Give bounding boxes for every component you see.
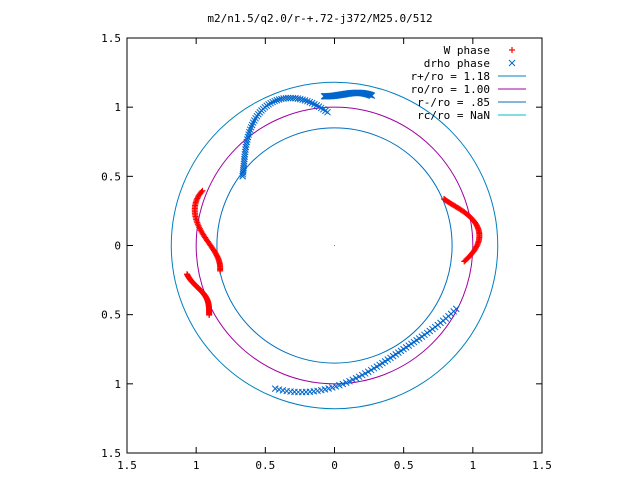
- series-1-point: [273, 96, 281, 104]
- x-tick-label: 0: [331, 459, 338, 472]
- series-1-point: [246, 126, 254, 134]
- series-1-point: [352, 374, 360, 382]
- center-point: [333, 244, 336, 247]
- circle-1: [195, 106, 474, 385]
- x-tick-label: 0.5: [255, 459, 275, 472]
- reference-circles: [170, 81, 499, 410]
- series-1-point: [349, 376, 357, 384]
- series-1-point: [245, 131, 252, 138]
- series-1-point: [271, 97, 279, 105]
- y-tick-label: 0: [114, 240, 121, 253]
- x-tick-label: 1.5: [117, 459, 137, 472]
- legend-label: W phase: [444, 44, 490, 57]
- series-1-point: [322, 92, 330, 100]
- legend-label: ro/ro = 1.00: [411, 83, 490, 96]
- series-1-point: [244, 133, 252, 141]
- series-0-point: [441, 196, 448, 203]
- series-1-point: [277, 95, 285, 103]
- series-1-point: [323, 92, 330, 100]
- series-1-point: [239, 170, 247, 178]
- legend-label: r+/ro = 1.18: [411, 70, 490, 83]
- x-tick-label: 1.5: [532, 459, 552, 472]
- series-1-point: [346, 377, 353, 385]
- y-tick-label: 0.5: [101, 309, 121, 322]
- legend-label: r-/ro = .85: [417, 96, 490, 109]
- y-tick-label: 0.5: [101, 170, 121, 183]
- series-1-point: [342, 379, 350, 387]
- series-1-point: [320, 92, 328, 100]
- legend-label: drho phase: [424, 57, 490, 70]
- y-tick-label: 1.5: [101, 32, 121, 45]
- series-0-point: [194, 194, 201, 201]
- series-0-point: [441, 196, 448, 203]
- circle-0: [170, 81, 499, 410]
- circle-2: [216, 127, 453, 364]
- series-1-point: [323, 92, 331, 100]
- series-1-point: [339, 380, 347, 388]
- x-tick-label: 1: [193, 459, 200, 472]
- series-1-point: [267, 99, 274, 107]
- x-tick-label: 0.5: [394, 459, 414, 472]
- series-1-point: [239, 172, 246, 180]
- chart-title: m2/n1.5/q2.0/r-+.72-j372/M25.0/512: [207, 12, 432, 25]
- series-1-point: [246, 128, 253, 136]
- series-0-point: [206, 311, 213, 318]
- legend-swatch: [508, 59, 516, 67]
- series-1-point: [271, 385, 279, 392]
- series-1-point: [321, 92, 329, 100]
- series-1-point: [289, 94, 297, 102]
- y-tick-label: 1: [114, 101, 121, 114]
- series-1-point: [269, 98, 276, 106]
- series-1-point: [336, 381, 343, 389]
- series-1-point: [301, 97, 309, 104]
- x-tick-label: 1: [470, 459, 477, 472]
- series-0-point: [217, 267, 224, 274]
- series-1-point: [306, 98, 314, 106]
- legend-swatch: [509, 47, 515, 53]
- y-tick-label: 1: [114, 378, 121, 391]
- data-points: [184, 89, 483, 396]
- series-1-point: [304, 97, 311, 105]
- series-1-point: [275, 96, 283, 103]
- legend-label: rc/ro = NaN: [417, 109, 490, 122]
- axis-ticks: 1.5 1 0.5 0 0.5 1 1.51.510.500.511.5: [101, 32, 552, 472]
- y-tick-label: 1.5: [101, 447, 121, 460]
- series-1-point: [243, 136, 251, 143]
- series-1-point: [452, 305, 460, 313]
